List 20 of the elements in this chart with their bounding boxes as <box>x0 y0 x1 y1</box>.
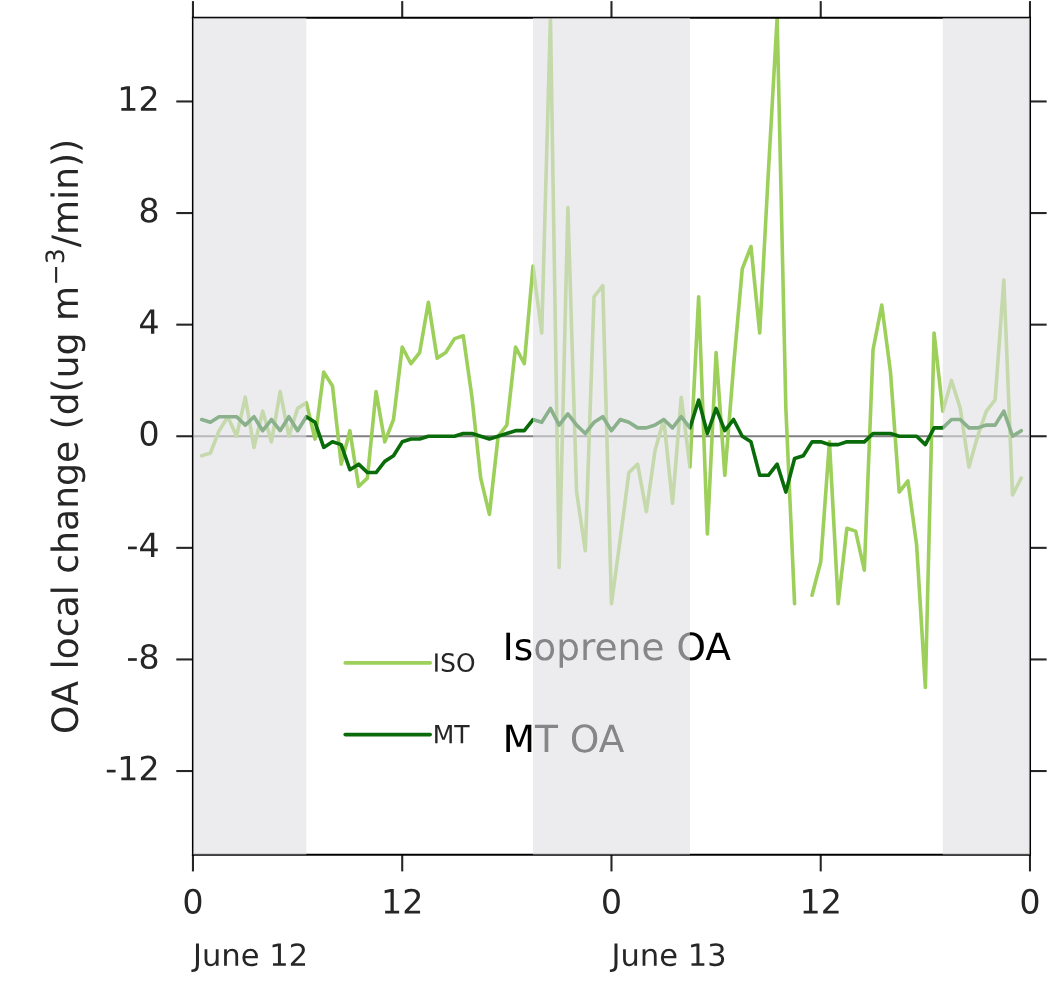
text: June 12 <box>191 943 306 972</box>
x-tick-label: 12 <box>803 888 839 914</box>
y-tick-label: 12 <box>120 85 157 111</box>
x-tick-label: 0 <box>1021 888 1039 914</box>
x-tick-label: 12 <box>384 888 421 914</box>
text: June 13 <box>609 943 725 972</box>
x-tick-label: 0 <box>603 888 620 914</box>
legend-label: MT <box>435 725 470 744</box>
annotation: Isoprene OA <box>506 632 731 668</box>
legend-label: ISO <box>435 653 475 673</box>
line-series <box>199 398 1024 494</box>
annotation: MT OA <box>506 724 625 753</box>
x-tick-label: 0 <box>184 888 202 914</box>
y-tick-label: 8 <box>140 197 158 223</box>
y-tick-label: 4 <box>140 309 158 334</box>
y-tick-label: -12 <box>106 755 157 781</box>
y-axis-title: OA local change (d(ug m$^{−3}$/min)) <box>45 141 86 732</box>
y-tick-label: -4 <box>128 532 158 558</box>
y-tick-label: -8 <box>128 643 158 670</box>
y-tick-label: 0 <box>140 420 158 446</box>
